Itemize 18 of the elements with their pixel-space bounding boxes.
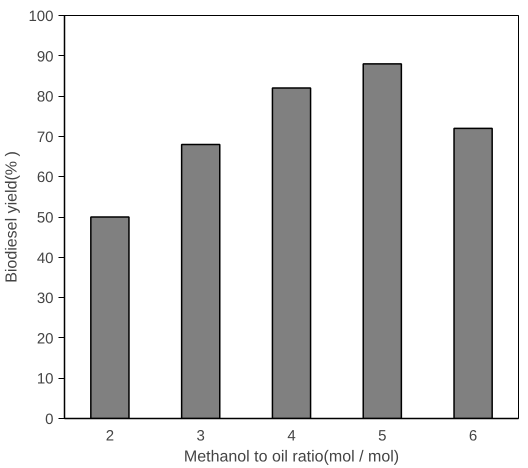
y-axis-title: Biodiesel yield(% ): [3, 151, 20, 283]
y-tick-label: 20: [36, 330, 54, 348]
y-tick-label: 10: [36, 370, 54, 388]
y-tick-label: 80: [36, 88, 54, 106]
y-tick-label: 90: [36, 48, 54, 66]
y-tick-label: 0: [45, 411, 54, 428]
y-tick-label: 30: [36, 290, 54, 308]
y-tick-label: 60: [36, 169, 54, 186]
x-tick-label: 3: [196, 428, 205, 444]
x-tick-label: 4: [287, 428, 296, 444]
x-tick-label: 6: [468, 428, 478, 444]
x-tick-label: 2: [106, 428, 114, 444]
y-tick-label: 50: [36, 210, 54, 226]
y-tick-label: 70: [36, 128, 54, 146]
y-tick-label: 100: [28, 8, 54, 25]
x-axis-title: Methanol to oil ratio(mol / mol): [184, 448, 400, 466]
y-tick-label: 40: [36, 250, 54, 267]
x-tick-label: 5: [378, 428, 386, 444]
